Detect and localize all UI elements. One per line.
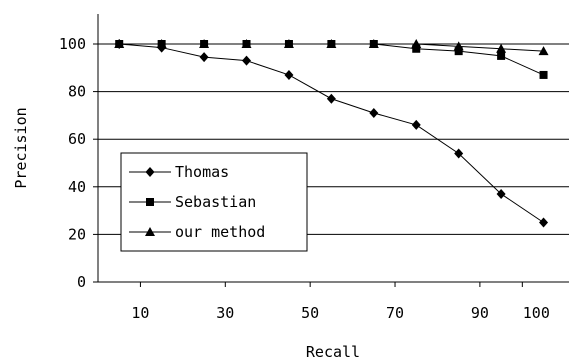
data-point-sebastian xyxy=(539,70,548,79)
x-axis-title: Recall xyxy=(306,343,360,361)
y-tick-label: 80 xyxy=(68,83,86,101)
data-point-our-method xyxy=(114,39,125,48)
data-point-our-method xyxy=(156,39,167,48)
y-tick-labels: 0 20 40 60 80 100 xyxy=(59,35,86,291)
x-tick-labels: 10 30 50 70 90 100 xyxy=(131,304,549,322)
data-point-our-method xyxy=(538,46,549,56)
series xyxy=(114,39,549,228)
legend-label: our method xyxy=(175,223,265,241)
data-point-thomas xyxy=(199,52,209,63)
data-point-thomas xyxy=(369,108,379,119)
legend-item-thomas: Thomas xyxy=(129,163,229,181)
legend-marker-triangle xyxy=(145,227,155,236)
data-point-thomas xyxy=(411,119,421,130)
data-point-thomas xyxy=(539,217,549,228)
x-tick-label: 90 xyxy=(471,304,489,322)
data-point-sebastian xyxy=(497,51,506,60)
x-tick-label: 30 xyxy=(216,304,234,322)
data-point-thomas xyxy=(284,69,294,80)
legend-label: Thomas xyxy=(175,163,229,181)
legend-marker-square xyxy=(146,198,154,206)
data-point-our-method xyxy=(496,43,507,53)
axes xyxy=(93,14,569,287)
x-tick-label: 100 xyxy=(523,304,550,322)
y-tick-label: 20 xyxy=(68,225,86,243)
y-axis-title: Precision xyxy=(12,107,30,188)
series-our-method xyxy=(114,39,549,56)
legend-item-sebastian: Sebastian xyxy=(129,193,256,211)
x-tick-label: 50 xyxy=(301,304,319,322)
y-tick-label: 0 xyxy=(77,273,86,291)
y-tick-label: 100 xyxy=(59,35,86,53)
data-point-our-method xyxy=(326,39,337,48)
data-point-sebastian xyxy=(412,44,421,53)
legend-label: Sebastian xyxy=(175,193,256,211)
data-point-our-method xyxy=(283,39,294,48)
data-point-our-method xyxy=(241,39,252,48)
series-line-sebastian xyxy=(119,43,544,76)
data-point-our-method xyxy=(411,39,422,48)
data-point-our-method xyxy=(199,39,210,48)
x-tick-label: 10 xyxy=(131,304,149,322)
data-point-thomas xyxy=(326,93,336,104)
data-point-sebastian xyxy=(454,47,463,56)
legend-item-our-method: our method xyxy=(129,223,265,241)
y-tick-label: 60 xyxy=(68,130,86,148)
data-point-our-method xyxy=(368,39,379,48)
data-point-thomas xyxy=(242,55,252,66)
data-point-thomas xyxy=(454,148,464,159)
legend-marker-diamond xyxy=(145,167,155,177)
legend: Thomas Sebastian our method xyxy=(120,152,308,252)
data-point-our-method xyxy=(453,41,464,51)
x-tick-label: 70 xyxy=(386,304,404,322)
y-tick-label: 40 xyxy=(68,178,86,196)
data-point-thomas xyxy=(496,188,506,199)
